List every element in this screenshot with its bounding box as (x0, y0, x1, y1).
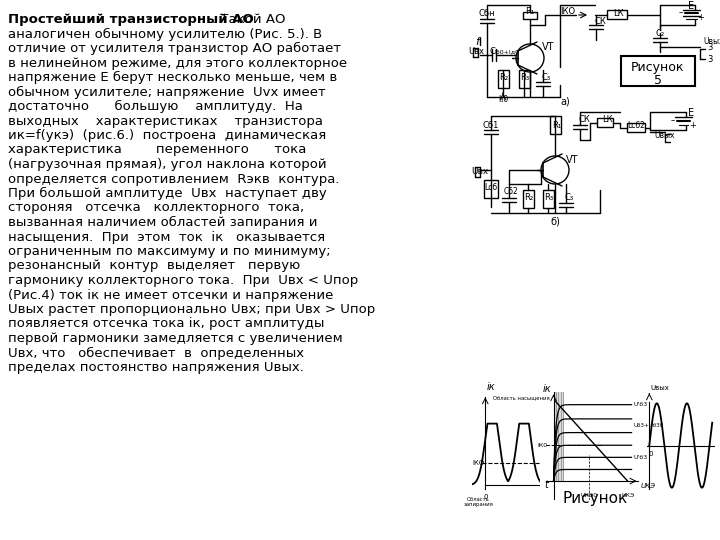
FancyBboxPatch shape (621, 56, 695, 86)
Bar (543, 190, 554, 208)
Text: Рисунок: Рисунок (562, 490, 628, 505)
Bar (523, 12, 537, 19)
Text: –: – (679, 9, 683, 17)
Bar (498, 70, 509, 88)
Bar (550, 116, 561, 134)
Text: гармонику коллекторного тока.  При  Uвx < Uпор: гармонику коллекторного тока. При Uвx < … (8, 274, 359, 287)
Text: iк: iк (543, 384, 552, 394)
Text: CК: CК (594, 17, 606, 25)
Bar (523, 190, 534, 208)
Text: Uвх: Uвх (472, 167, 489, 177)
Text: Область насыщения: Область насыщения (493, 395, 550, 400)
Text: U'б3: U'б3 (633, 455, 647, 460)
Bar (607, 10, 627, 19)
Text: Lсб: Lсб (485, 183, 498, 192)
Text: напряжение Е берут несколько меньше, чем в: напряжение Е берут несколько меньше, чем… (8, 71, 337, 84)
Text: характеристика        переменного      тока: характеристика переменного тока (8, 144, 307, 157)
Bar (627, 123, 645, 132)
Text: CК: CК (578, 116, 590, 125)
Text: IКО: IКО (472, 460, 485, 465)
Text: Uвх: Uвх (468, 48, 484, 57)
Text: LК: LК (613, 9, 624, 17)
Text: 3: 3 (707, 44, 712, 52)
Text: насыщения.  При  этом  ток  iк   оказывается: насыщения. При этом ток iк оказывается (8, 231, 325, 244)
Text: . Такой АО: . Такой АО (212, 13, 286, 26)
Text: C₃: C₃ (564, 193, 574, 202)
Text: 5: 5 (654, 73, 662, 86)
Text: резонансный  контур  выделяет   первую: резонансный контур выделяет первую (8, 260, 300, 273)
Text: ик=f(укэ)  (рис.6.)  построена  динамическая: ик=f(укэ) (рис.6.) построена динамическа… (8, 129, 326, 142)
Text: пределах постоянство напряжения Uвых.: пределах постоянство напряжения Uвых. (8, 361, 304, 374)
Text: Uвых: Uвых (703, 37, 720, 46)
Text: t: t (544, 480, 549, 490)
Text: UКЭ0: UКЭ0 (580, 492, 597, 498)
Text: IКО: IКО (560, 6, 575, 16)
Text: VT: VT (566, 155, 578, 165)
Text: E: E (688, 108, 694, 118)
Text: R₂: R₂ (500, 73, 508, 83)
Text: LК: LК (602, 116, 612, 125)
Text: (Рис.4) ток iк не имеет отсечки и напряжение: (Рис.4) ток iк не имеет отсечки и напряж… (8, 288, 333, 301)
Text: Iб0+Iд0: Iб0+Iд0 (495, 50, 520, 55)
Text: Uвых: Uвых (654, 131, 675, 139)
Text: вызванная наличием областей запирания и: вызванная наличием областей запирания и (8, 216, 318, 229)
Text: f: f (475, 37, 479, 47)
Text: 0: 0 (648, 450, 652, 456)
Polygon shape (554, 392, 564, 481)
Text: Cб1: Cб1 (483, 120, 499, 130)
Text: (нагрузочная прямая), угол наклона которой: (нагрузочная прямая), угол наклона котор… (8, 158, 327, 171)
Text: Lсб2: Lсб2 (627, 120, 645, 130)
Text: При большой амплитуде  Uвx  наступает дву: При большой амплитуде Uвx наступает дву (8, 187, 327, 200)
Text: в нелинейном режиме, для этого коллекторное: в нелинейном режиме, для этого коллектор… (8, 57, 347, 70)
Text: C₁: C₁ (490, 46, 499, 56)
Text: первой гармоники замедляется с увеличением: первой гармоники замедляется с увеличени… (8, 332, 343, 345)
Text: +: + (690, 120, 696, 130)
Text: –: – (671, 117, 675, 125)
Text: Uвых растет пропорционально Uвx; при Uвx > Uпор: Uвых растет пропорционально Uвx; при Uвx… (8, 303, 375, 316)
Text: ограниченным по максимуму и по минимуму;: ограниченным по максимуму и по минимуму; (8, 245, 330, 258)
Text: R₁: R₁ (552, 120, 562, 130)
Text: появляется отсечка тока iк, рост амплитуды: появляется отсечка тока iк, рост амплиту… (8, 318, 325, 330)
Text: определяется сопротивлением  Rэкв  контура.: определяется сопротивлением Rэкв контура… (8, 172, 340, 186)
Text: выходных    характеристиках    транзистора: выходных характеристиках транзистора (8, 114, 323, 127)
Text: отличие от усилителя транзистор АО работает: отличие от усилителя транзистор АО работ… (8, 42, 341, 55)
Text: C₃: C₃ (541, 73, 551, 83)
Text: R₂: R₂ (524, 193, 534, 202)
Text: E: E (688, 1, 694, 11)
Text: Uвx, что   обеспечивает  в  определенных: Uвx, что обеспечивает в определенных (8, 347, 304, 360)
Text: Область
запирания: Область запирания (464, 497, 493, 508)
Text: Uвых: Uвых (650, 386, 670, 392)
Text: I₃0: I₃0 (498, 94, 508, 104)
Text: VT: VT (541, 42, 554, 52)
Bar (597, 118, 613, 127)
Text: UКЭ: UКЭ (641, 483, 656, 489)
Text: +: + (698, 12, 704, 22)
Text: Простейший транзисторный АО: Простейший транзисторный АО (8, 13, 253, 26)
Text: C₂: C₂ (655, 29, 665, 37)
Bar (519, 70, 530, 88)
Text: обычном усилителе; напряжение  Uvx имеет: обычном усилителе; напряжение Uvx имеет (8, 85, 325, 99)
Text: аналогичен обычному усилителю (Рис. 5.). В: аналогичен обычному усилителю (Рис. 5.).… (8, 28, 323, 40)
Text: стороняя   отсечка   коллекторного  тока,: стороняя отсечка коллекторного тока, (8, 201, 304, 214)
Text: 3: 3 (707, 56, 712, 64)
Text: б): б) (550, 217, 560, 227)
Text: Cбн: Cбн (479, 9, 495, 17)
Text: 0: 0 (484, 494, 488, 500)
Text: R₁: R₁ (526, 6, 535, 16)
Text: достаточно      большую    амплитуду.  На: достаточно большую амплитуду. На (8, 100, 303, 113)
Bar (484, 180, 498, 198)
Text: R₃: R₃ (544, 193, 554, 202)
Text: Cб2: Cб2 (503, 187, 518, 197)
Text: U'б3: U'б3 (633, 402, 647, 407)
Text: Uб3+Uб30: Uб3+Uб30 (633, 423, 663, 428)
Text: а): а) (560, 97, 570, 107)
Text: Рисунок: Рисунок (631, 62, 685, 75)
Text: IК0: IК0 (537, 443, 547, 448)
Text: UКЭ: UКЭ (621, 492, 634, 498)
Text: R₃: R₃ (521, 73, 530, 83)
Text: iк: iк (487, 381, 495, 391)
